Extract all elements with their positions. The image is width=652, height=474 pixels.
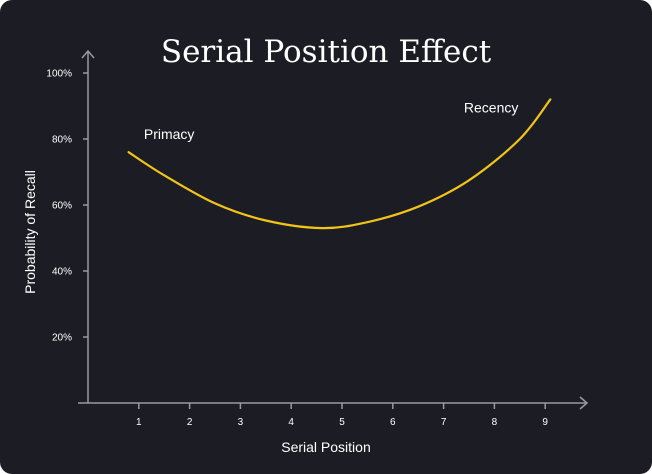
y-tick-label: 20% xyxy=(52,333,72,344)
x-tick-label: 2 xyxy=(187,417,193,428)
y-tick-label: 80% xyxy=(52,135,72,146)
x-ticks: 1 2 3 4 5 6 7 8 9 xyxy=(136,403,548,428)
x-tick-label: 8 xyxy=(492,417,498,428)
x-tick-label: 6 xyxy=(390,417,396,428)
chart-title: Serial Position Effect xyxy=(161,34,492,70)
x-tick-label: 4 xyxy=(288,417,294,428)
x-tick-label: 9 xyxy=(542,417,548,428)
annotation-primacy: Primacy xyxy=(144,126,195,142)
x-tick-label: 7 xyxy=(441,417,447,428)
y-ticks: 20% 40% 60% 80% 100% xyxy=(46,69,88,344)
y-tick-label: 40% xyxy=(52,267,72,278)
axes xyxy=(78,49,589,410)
x-tick-label: 3 xyxy=(238,417,244,428)
y-tick-label: 60% xyxy=(52,201,72,212)
x-tick-label: 1 xyxy=(136,417,142,428)
x-axis-label: Serial Position xyxy=(281,439,371,455)
y-axis-label: Probability of Recall xyxy=(22,170,38,294)
recall-curve-line xyxy=(127,98,552,230)
y-axis-arrow xyxy=(81,49,95,59)
y-tick-label: 100% xyxy=(46,69,72,80)
annotation-recency: Recency xyxy=(464,100,518,116)
x-axis-arrow xyxy=(579,396,589,410)
annotations: Primacy Recency xyxy=(144,100,519,142)
x-tick-label: 5 xyxy=(339,417,345,428)
